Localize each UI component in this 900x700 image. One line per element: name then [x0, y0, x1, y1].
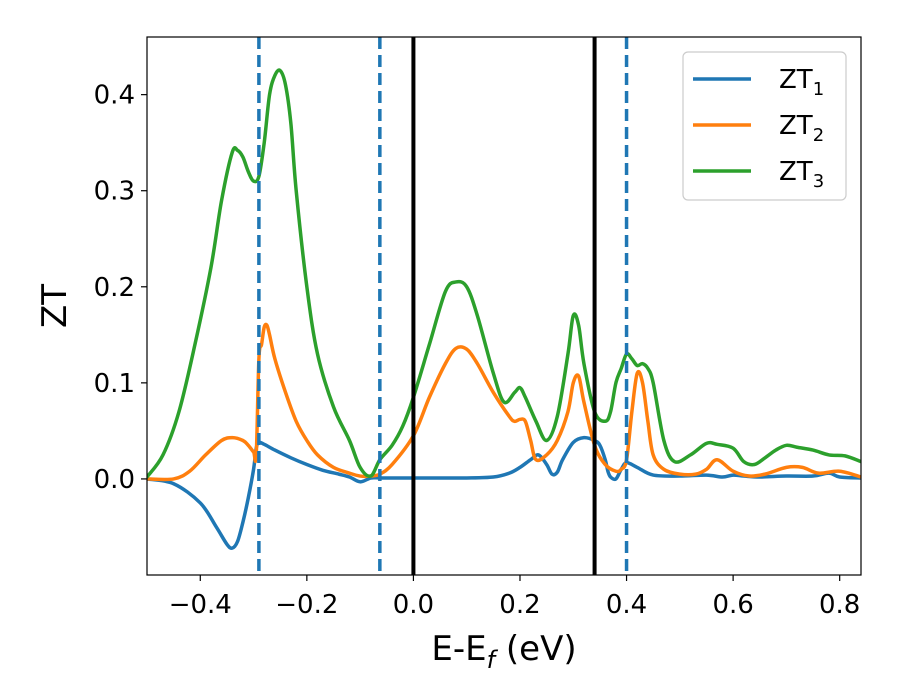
- x-tick-label: 0.2: [499, 590, 540, 620]
- series-layer: [147, 68, 861, 550]
- legend-box: [682, 51, 847, 201]
- series-line-zt2: [147, 322, 861, 482]
- legend-label-zt1: ZT1: [779, 65, 824, 100]
- x-tick-label: 0.8: [819, 590, 860, 620]
- x-tick-label: 0.4: [606, 590, 647, 620]
- x-axis-label: E-Ef (eV): [431, 629, 576, 674]
- series-line-zt3: [147, 68, 861, 479]
- y-tick-label: 0.3: [94, 177, 135, 207]
- vertical-lines-layer: [257, 37, 629, 575]
- x-tick-label: 0.0: [393, 590, 434, 620]
- x-tick-label: −0.4: [169, 590, 232, 620]
- x-tick-label: −0.2: [275, 590, 338, 620]
- y-tick-label: 0.4: [94, 81, 135, 111]
- legend: ZT1 ZT2 ZT3: [682, 51, 847, 201]
- x-tick-label: 0.6: [712, 590, 753, 620]
- legend-label-zt3: ZT3: [779, 157, 824, 192]
- legend-label-zt2: ZT2: [779, 111, 824, 146]
- axes-layer: −0.4 −0.2 0.0 0.2 0.4 0.6 0.8 0.0 0.1 0.2 0.3 0.4 E-…: [35, 36, 862, 674]
- y-axis-label: ZT: [35, 284, 75, 328]
- y-tick-label: 0.1: [94, 369, 135, 399]
- y-tick-label: 0.2: [94, 273, 135, 303]
- y-tick-label: 0.0: [94, 465, 135, 495]
- plot-frame: [146, 36, 862, 576]
